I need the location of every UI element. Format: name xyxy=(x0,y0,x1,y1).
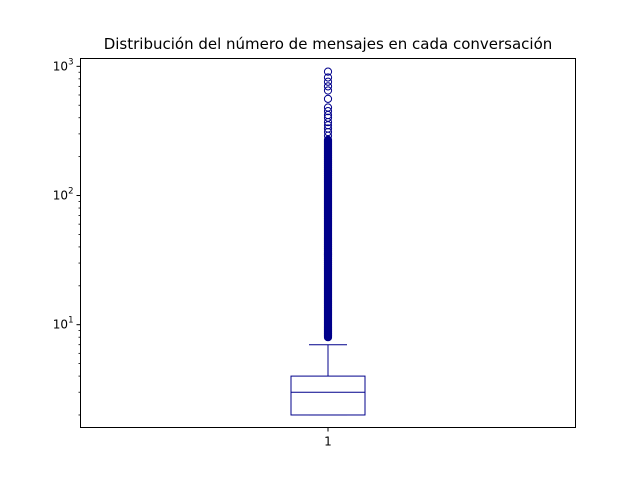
box-group xyxy=(290,344,366,416)
outlier-point xyxy=(323,67,333,76)
outlier-point xyxy=(323,107,333,116)
x-tick-label: 1 xyxy=(324,435,332,449)
y-tick-label: 103 xyxy=(53,57,74,73)
outlier-point xyxy=(323,73,333,82)
outlier-points xyxy=(323,67,333,342)
iqr-box xyxy=(290,375,366,416)
outlier-point xyxy=(323,135,333,144)
outlier-point xyxy=(323,86,333,95)
outlier-point xyxy=(323,94,333,103)
x-axis: 1 xyxy=(324,427,332,449)
outlier-point xyxy=(323,113,333,122)
outlier-point xyxy=(323,103,333,112)
outlier-point xyxy=(323,82,333,91)
chart-title: Distribución del número de mensajes en c… xyxy=(104,35,553,53)
y-axis: 101 102 103 xyxy=(53,57,81,416)
outlier-point xyxy=(323,124,333,133)
outlier-point xyxy=(323,77,333,86)
y-tick-label: 102 xyxy=(53,187,74,203)
y-tick-label: 101 xyxy=(53,316,74,332)
